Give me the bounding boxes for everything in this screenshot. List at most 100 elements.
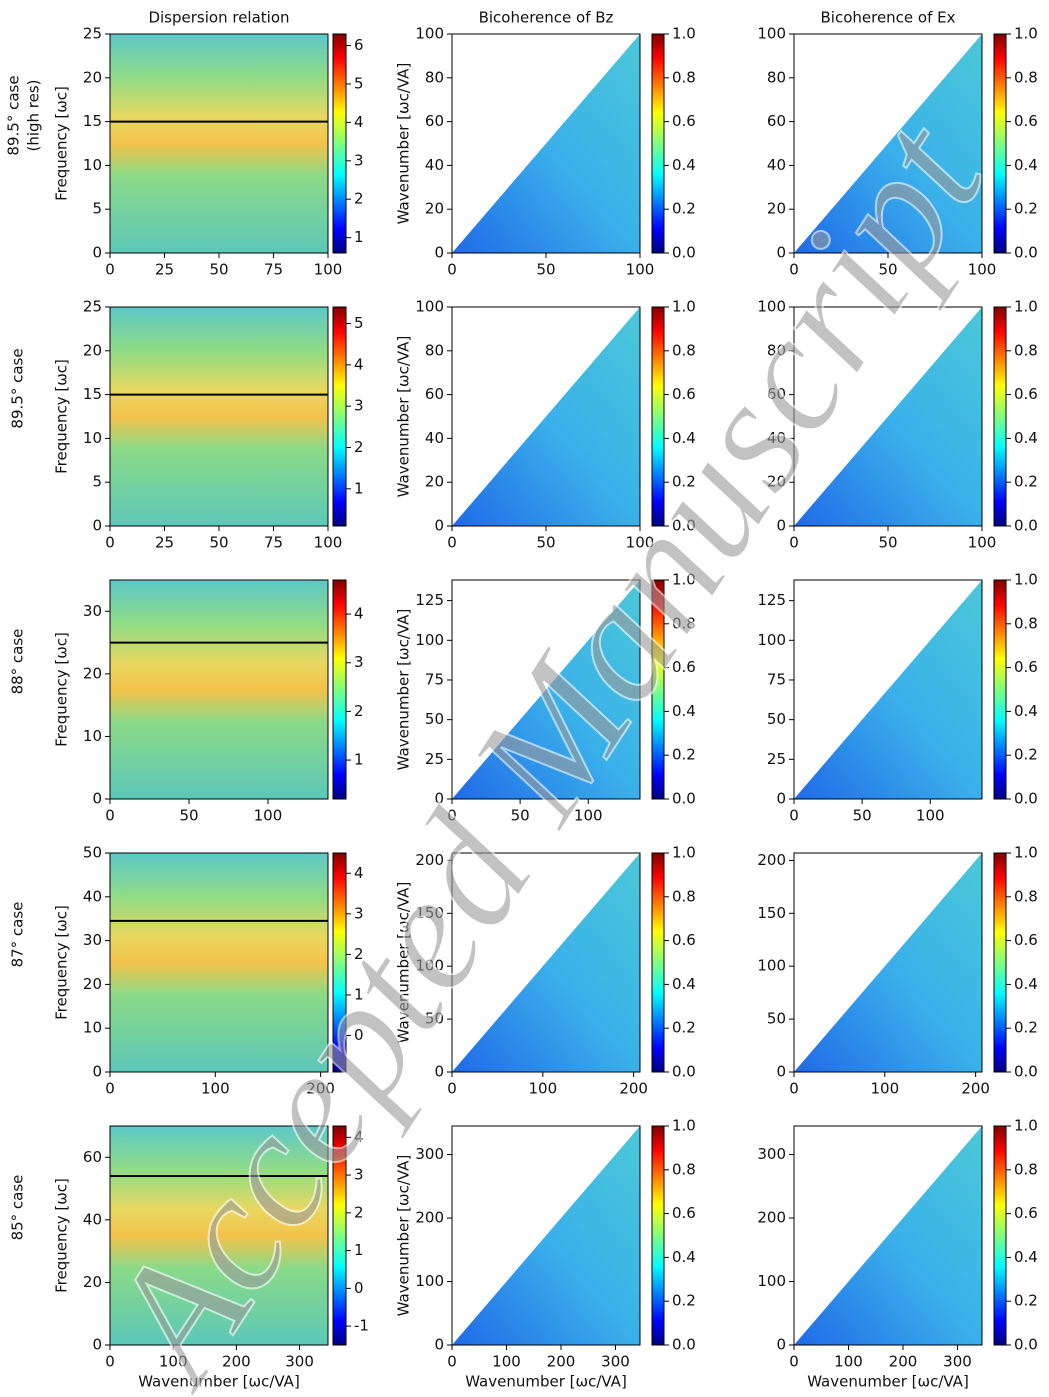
colorbar bbox=[332, 1125, 347, 1346]
colorbar-tick-label: 0.0 bbox=[1014, 1063, 1038, 1081]
x-tick-label: 100 bbox=[871, 1080, 900, 1098]
x-tick-label: 300 bbox=[285, 1353, 314, 1371]
colorbar bbox=[993, 1125, 1007, 1346]
y-tick-label: 125 bbox=[415, 591, 444, 609]
colorbar-tick-label: 1.0 bbox=[1014, 298, 1038, 316]
x-tick-label: 25 bbox=[155, 261, 174, 279]
colorbar-tick-label: 0.8 bbox=[672, 68, 696, 86]
y-tick-label: 20 bbox=[767, 200, 786, 218]
colorbar-tick-label: 0.0 bbox=[1014, 1336, 1038, 1354]
y-tick-label: 0 bbox=[776, 517, 786, 535]
colorbar-tick-label: 4 bbox=[354, 864, 364, 882]
y-tick-label: 0 bbox=[92, 517, 102, 535]
plot-frame bbox=[793, 1125, 983, 1346]
plot-frame bbox=[451, 1125, 641, 1346]
colorbar-tick-label: 1.0 bbox=[1014, 1117, 1038, 1135]
y-tick-label: 60 bbox=[83, 1148, 102, 1166]
x-tick-label: 0 bbox=[789, 534, 799, 552]
colorbar-tick-label: 1.0 bbox=[1014, 571, 1038, 589]
colorbar-tick-label: 4 bbox=[354, 113, 364, 131]
colorbar-tick-label: 0.0 bbox=[1014, 517, 1038, 535]
colorbar-tick-label: 0.8 bbox=[1014, 614, 1038, 632]
colorbar bbox=[332, 306, 347, 527]
colorbar bbox=[332, 852, 347, 1073]
colorbar bbox=[651, 33, 665, 254]
y-tick-label: 10 bbox=[83, 156, 102, 174]
x-tick-label: 0 bbox=[447, 261, 457, 279]
y-tick-label: 20 bbox=[83, 975, 102, 993]
x-tick-label: 50 bbox=[853, 807, 872, 825]
y-tick-label: 10 bbox=[83, 429, 102, 447]
y-axis-label: Frequency [ωc] bbox=[53, 905, 71, 1020]
colorbar-tick-label: 0 bbox=[354, 1279, 364, 1297]
colorbar-tick-label: 0.8 bbox=[672, 1160, 696, 1178]
colorbar-tick-label: 0.8 bbox=[1014, 887, 1038, 905]
heatmap-image bbox=[110, 580, 328, 799]
y-tick-label: 0 bbox=[92, 1336, 102, 1354]
colorbar-tick-label: 0.8 bbox=[1014, 1160, 1038, 1178]
colorbar-tick-label: 3 bbox=[354, 397, 364, 415]
colorbar-tick-label: 2 bbox=[354, 1203, 364, 1221]
colorbar bbox=[993, 579, 1007, 800]
colorbar-tick-label: 1 bbox=[354, 985, 364, 1003]
y-tick-label: 40 bbox=[767, 156, 786, 174]
y-tick-label: 0 bbox=[434, 1063, 444, 1081]
colorbar-tick-label: 0.2 bbox=[672, 746, 696, 764]
heatmap-image bbox=[794, 307, 982, 526]
y-tick-label: 5 bbox=[92, 200, 102, 218]
y-tick-label: 50 bbox=[425, 710, 444, 728]
colorbar-tick-label: 2 bbox=[354, 438, 364, 456]
colorbar-tick-label: 2 bbox=[354, 190, 364, 208]
y-tick-label: 0 bbox=[776, 1336, 786, 1354]
y-tick-label: 5 bbox=[92, 473, 102, 491]
x-tick-label: 50 bbox=[878, 534, 897, 552]
colorbar-tick-label: 4 bbox=[354, 605, 364, 623]
x-tick-label: 100 bbox=[968, 534, 997, 552]
plot-frame bbox=[451, 579, 641, 800]
x-tick-label: 300 bbox=[943, 1353, 972, 1371]
row-label: 87° case bbox=[9, 902, 27, 968]
colorbar-tick-label: 0.0 bbox=[672, 517, 696, 535]
heatmap-image bbox=[452, 580, 640, 799]
colorbar-tick-label: 6 bbox=[354, 36, 364, 54]
x-axis-label: Wavenumber [ωc/VA] bbox=[807, 1373, 969, 1391]
y-tick-label: 100 bbox=[415, 957, 444, 975]
y-tick-label: 25 bbox=[83, 298, 102, 316]
x-tick-label: 0 bbox=[105, 534, 115, 552]
heatmap-image bbox=[794, 580, 982, 799]
colorbar-tick-label: 0.8 bbox=[1014, 341, 1038, 359]
colorbar-tick-label: 3 bbox=[354, 904, 364, 922]
y-tick-label: 15 bbox=[83, 385, 102, 403]
colorbar-tick-label: 0.6 bbox=[672, 931, 696, 949]
colorbar-tick-label: 0.2 bbox=[1014, 473, 1038, 491]
colorbar-tick-label: 0.8 bbox=[672, 341, 696, 359]
y-tick-label: 100 bbox=[757, 631, 786, 649]
y-tick-label: 50 bbox=[767, 1010, 786, 1028]
colorbar-tick-label: -1 bbox=[354, 1317, 369, 1335]
colorbar-tick-label: 0.8 bbox=[672, 614, 696, 632]
y-tick-label: 20 bbox=[83, 68, 102, 86]
y-tick-label: 100 bbox=[415, 1272, 444, 1290]
colorbar-tick-label: 0.6 bbox=[1014, 931, 1038, 949]
x-tick-label: 50 bbox=[179, 807, 198, 825]
x-tick-label: 0 bbox=[105, 1353, 115, 1371]
colorbar-tick-label: 0 bbox=[354, 1026, 364, 1044]
y-tick-label: 100 bbox=[757, 1272, 786, 1290]
colorbar bbox=[993, 306, 1007, 527]
y-tick-label: 150 bbox=[415, 904, 444, 922]
colorbar bbox=[651, 852, 665, 1073]
y-tick-label: 25 bbox=[83, 25, 102, 43]
y-tick-label: 0 bbox=[434, 790, 444, 808]
y-tick-label: 80 bbox=[767, 341, 786, 359]
y-axis-label: Frequency [ωc] bbox=[53, 86, 71, 201]
y-tick-label: 0 bbox=[92, 790, 102, 808]
colorbar bbox=[651, 306, 665, 527]
colorbar-tick-label: 0.8 bbox=[672, 887, 696, 905]
colorbar-tick-label: 1.0 bbox=[1014, 25, 1038, 43]
x-tick-label: 0 bbox=[105, 807, 115, 825]
colorbar-tick-label: 1 bbox=[354, 479, 364, 497]
x-tick-label: 0 bbox=[789, 807, 799, 825]
y-tick-label: 15 bbox=[83, 112, 102, 130]
colorbar-tick-label: 0.0 bbox=[672, 790, 696, 808]
y-tick-label: 300 bbox=[757, 1145, 786, 1163]
